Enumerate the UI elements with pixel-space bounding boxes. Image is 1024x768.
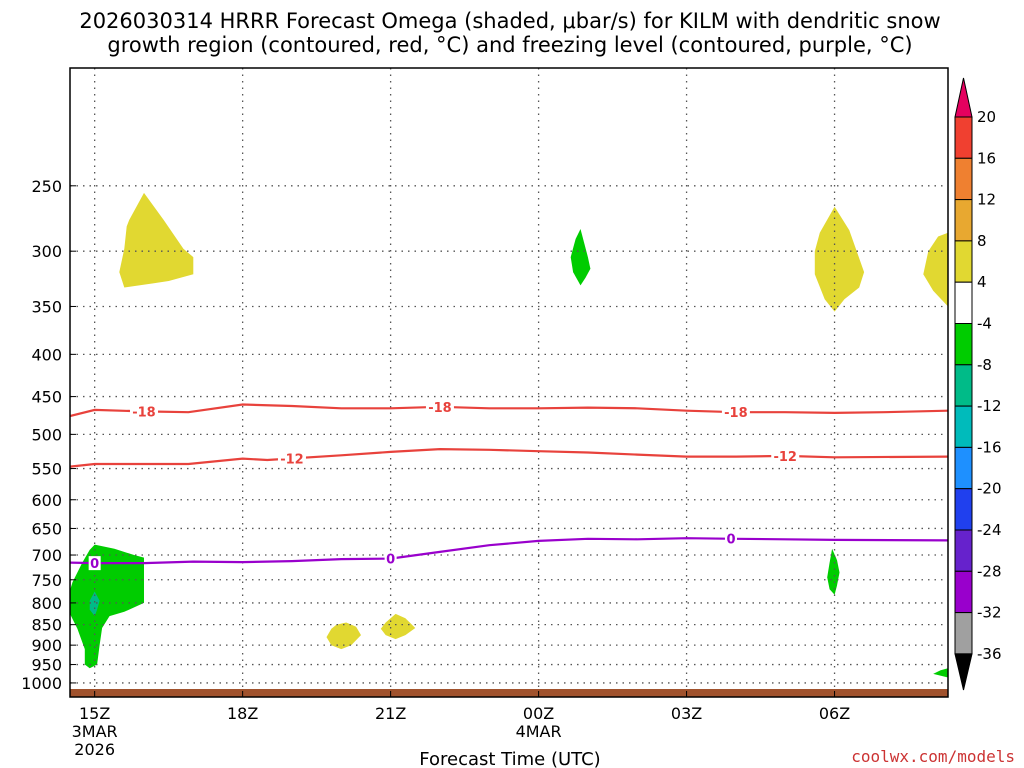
colorbar-bin-3	[954, 240, 973, 283]
y-tick-label-950: 950	[31, 656, 62, 675]
colorbar-bin-1	[954, 157, 973, 201]
x-tick-label-03Z: 03Z	[671, 704, 702, 723]
shaded-omega-neg-left	[70, 544, 144, 669]
colorbar-label-4: 4	[977, 273, 987, 291]
colorbar-bin-2	[954, 199, 973, 242]
y-tick-label-850: 850	[31, 616, 62, 635]
contour-label-bg-0-1	[384, 551, 397, 566]
contour-label-bg--18-1	[425, 399, 454, 414]
contour-label-bg--18-0	[129, 404, 158, 419]
colorbar-bin-4	[954, 281, 973, 325]
colorbar-bin-12	[954, 612, 973, 655]
y-tick-label-750: 750	[31, 571, 62, 590]
x-tick-label-21Z: 21Z	[375, 704, 406, 723]
colorbar-label-12: -32	[977, 604, 1002, 622]
y-tick-label-250: 250	[31, 177, 62, 196]
y-tick-label-650: 650	[31, 519, 62, 538]
colorbar-bin-5	[954, 323, 973, 366]
y-tick-label-700: 700	[31, 546, 62, 565]
colorbar-label-1: 16	[977, 149, 996, 167]
colorbar-cap-bottom	[954, 653, 973, 691]
y-tick-label-300: 300	[31, 242, 62, 261]
colorbar-label-2: 12	[977, 191, 996, 209]
x-axis-label: Forecast Time (UTC)	[419, 749, 600, 768]
colorbar-label-13: -36	[977, 645, 1002, 663]
colorbar-bin-6	[954, 364, 973, 407]
contour-label-0-1: 0	[386, 553, 395, 568]
y-tick-label-1000: 1000	[21, 674, 62, 693]
contour--12	[70, 447, 948, 468]
contour-label--18-1: -18	[428, 401, 452, 416]
colorbar: 20 16 12 8 4 -4 -8 -12 -16 -20 -24 -28 -32 -36	[954, 77, 1002, 691]
contour--18	[70, 403, 948, 418]
shaded-omega-4-lower-b	[380, 613, 416, 640]
colorbar-bin-7	[954, 405, 973, 448]
colorbar-label-3: 8	[977, 232, 987, 250]
colorbar-label-11: -28	[977, 562, 1002, 580]
plot-area: -18 -18 -18 -12 -12 0 0 0 250 300 350 400 450 500 550 6…	[21, 67, 949, 759]
colorbar-label-8: -16	[977, 438, 1002, 456]
contour-label-bg-0-2	[724, 531, 737, 546]
contour-label-bg-0-0	[88, 556, 101, 571]
x-tick-label-15Z: 15Z	[79, 704, 110, 723]
colorbar-label-7: -12	[977, 397, 1002, 415]
y-tick-label-450: 450	[31, 388, 62, 407]
shaded-omega-neg-corner	[933, 668, 948, 678]
y-tick-label-600: 600	[31, 491, 62, 510]
ground-strip	[70, 689, 948, 697]
y-tick-label-350: 350	[31, 297, 62, 316]
plot-inner: -18 -18 -18 -12 -12 0 0 0	[70, 68, 948, 697]
colorbar-label-0: 20	[977, 108, 996, 126]
colorbar-bin-9	[954, 488, 973, 531]
shaded-omega-neg-mid	[570, 229, 591, 286]
contour-label-bg--12-0	[277, 451, 306, 466]
contour-label-0-0: 0	[90, 557, 99, 572]
contour-label--18-2: -18	[724, 406, 748, 421]
x-date-line1-00Z: 4MAR	[516, 722, 562, 741]
colorbar-cap-top	[954, 77, 973, 118]
y-tick-label-500: 500	[31, 425, 62, 444]
contour-label-bg--18-2	[721, 405, 750, 420]
credit-text: coolwx.com/models	[851, 747, 1015, 766]
colorbar-bin-0	[954, 116, 973, 159]
contour-label--18-0: -18	[132, 405, 156, 420]
colorbar-bin-11	[954, 570, 973, 614]
contour-label--12-0: -12	[280, 452, 304, 467]
colorbar-bin-8	[954, 446, 973, 490]
x-tick-label-06Z: 06Z	[819, 704, 850, 723]
y-tick-label-550: 550	[31, 460, 62, 479]
plot-frame	[69, 67, 949, 698]
colorbar-label-10: -24	[977, 521, 1002, 539]
x-date-line1-15Z: 3MAR	[72, 722, 118, 741]
shaded-omega-neg-right	[827, 548, 840, 595]
colorbar-label-9: -20	[977, 480, 1002, 498]
shaded-omega-4-upper-right-a	[814, 206, 865, 312]
x-tick-label-00Z: 00Z	[523, 704, 554, 723]
y-tick-label-800: 800	[31, 594, 62, 613]
contour-label-bg--12-1	[771, 448, 800, 463]
title-line-1: 2026030314 HRRR Forecast Omega (shaded, …	[79, 9, 940, 33]
y-tick-label-900: 900	[31, 636, 62, 655]
colorbar-label-6: -8	[977, 356, 992, 374]
x-tick-label-18Z: 18Z	[227, 704, 258, 723]
x-date-line2-15Z: 2026	[74, 740, 115, 759]
shaded-omega-neg-left-core	[89, 591, 100, 617]
shaded-omega-4-lower-a	[326, 622, 361, 650]
y-tick-label-400: 400	[31, 345, 62, 364]
title-line-2: growth region (contoured, red, °C) and f…	[107, 33, 912, 57]
contour-0	[70, 537, 948, 565]
contour-label--12-1: -12	[773, 450, 797, 465]
shaded-omega-4-upper-right-b	[923, 232, 948, 307]
colorbar-label-5: -4	[977, 315, 992, 333]
colorbar-bin-10	[954, 529, 973, 572]
contour-label-0-2: 0	[726, 533, 735, 548]
shaded-omega-4-upper-left	[119, 192, 194, 288]
